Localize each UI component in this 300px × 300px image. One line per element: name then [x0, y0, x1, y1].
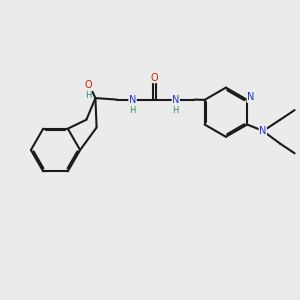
Text: O: O: [150, 73, 158, 83]
Text: H: H: [85, 92, 92, 100]
Text: N: N: [259, 126, 266, 136]
Text: N: N: [172, 94, 179, 105]
Text: O: O: [85, 80, 93, 91]
Text: H: H: [172, 106, 179, 116]
Text: N: N: [247, 92, 254, 103]
Text: N: N: [129, 94, 136, 105]
Text: H: H: [129, 106, 136, 116]
